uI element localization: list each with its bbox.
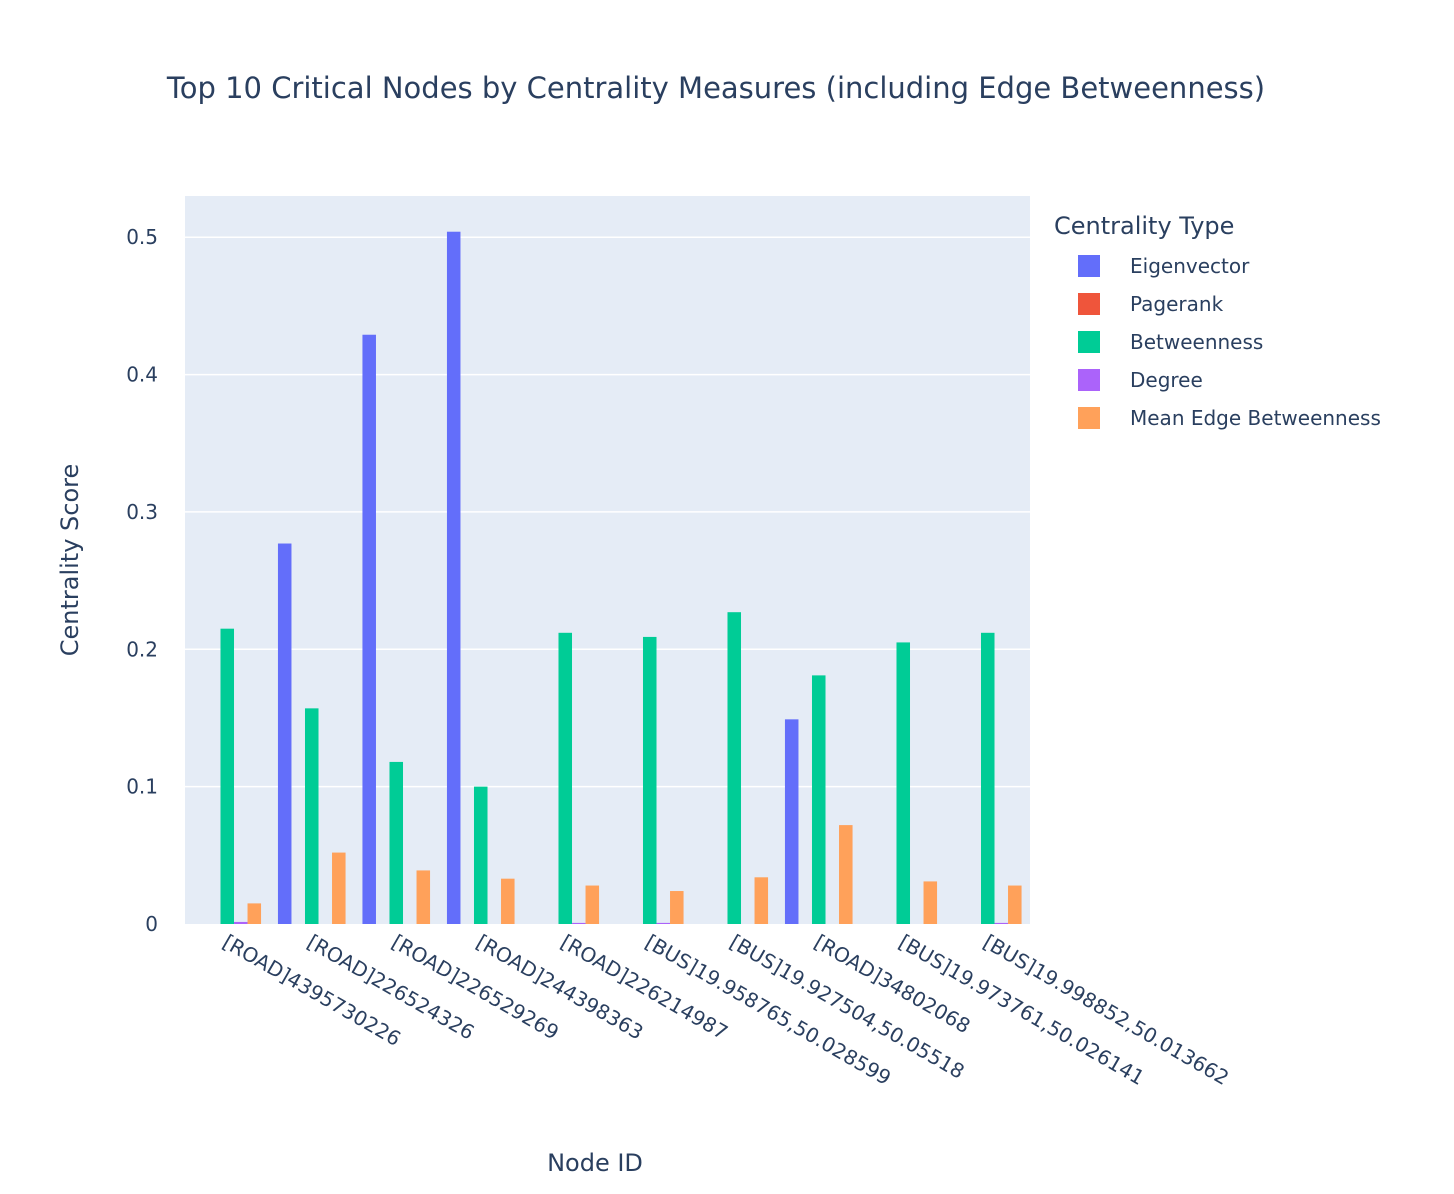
bar-eigenvector	[277, 543, 292, 924]
y-gridlines	[185, 236, 1030, 788]
plot-background	[185, 196, 1030, 924]
bar-mean-edge-betweenness	[923, 881, 938, 924]
bar-betweenness	[389, 761, 404, 924]
legend-label: Pagerank	[1130, 292, 1224, 316]
bar-mean-edge-betweenness	[501, 878, 515, 924]
bar-betweenness	[727, 612, 742, 924]
bar-mean-edge-betweenness	[416, 870, 431, 924]
legend-swatch	[1078, 293, 1100, 315]
bar-degree	[994, 922, 1009, 924]
bar-eigenvector	[362, 334, 376, 925]
bar-betweenness	[220, 628, 235, 924]
bar-eigenvector	[784, 719, 799, 924]
bar-degree	[234, 921, 248, 924]
legend-swatch	[1078, 369, 1100, 391]
bar-betweenness	[896, 642, 911, 924]
legend-label: Degree	[1130, 368, 1203, 392]
bar-degree	[656, 922, 671, 924]
x-tick-labels: [ROAD]4395730226[ROAD]226524326[ROAD]226…	[219, 930, 1233, 1090]
bar-betweenness	[304, 708, 319, 924]
legend-title: Centrality Type	[1054, 212, 1234, 240]
bar-betweenness	[642, 636, 657, 924]
bar-betweenness	[811, 675, 826, 924]
legend-label: Mean Edge Betweenness	[1130, 406, 1381, 430]
y-axis-label: Centrality Score	[56, 464, 84, 657]
bar-mean-edge-betweenness	[585, 885, 600, 924]
bar-mean-edge-betweenness	[332, 852, 346, 924]
bar-betweenness	[473, 786, 488, 924]
legend: Centrality Type Eigenvector Pagerank Betwe…	[1054, 212, 1381, 430]
legend-label: Betweenness	[1130, 330, 1263, 354]
y-tick-label: 0.4	[126, 363, 158, 387]
bar-mean-edge-betweenness	[754, 877, 769, 924]
bar-mean-edge-betweenness	[670, 891, 684, 924]
bar-marks	[220, 231, 1022, 925]
bar-mean-edge-betweenness	[247, 903, 262, 924]
bar-degree	[572, 922, 586, 924]
chart-title: Top 10 Critical Nodes by Centrality Meas…	[166, 71, 1265, 105]
y-tick-labels: 0 0.1 0.2 0.3 0.4 0.5	[126, 225, 158, 936]
y-tick-label: 0.1	[126, 775, 158, 799]
legend-label: Eigenvector	[1130, 254, 1250, 278]
bar-betweenness	[980, 632, 995, 924]
legend-items: Eigenvector Pagerank Betweenness Degree Mean…	[1078, 254, 1381, 430]
y-tick-label: 0.3	[126, 500, 158, 524]
x-axis-label: Node ID	[547, 1149, 643, 1177]
y-tick-label: 0.2	[126, 637, 158, 661]
legend-swatch	[1078, 255, 1100, 277]
bar-eigenvector	[446, 231, 461, 925]
y-tick-label: 0	[145, 912, 158, 936]
legend-swatch	[1078, 331, 1100, 353]
bar-mean-edge-betweenness	[1008, 885, 1022, 924]
legend-swatch	[1078, 407, 1100, 429]
bar-mean-edge-betweenness	[839, 825, 853, 924]
bar-betweenness	[558, 632, 573, 924]
y-tick-label: 0.5	[126, 225, 158, 249]
